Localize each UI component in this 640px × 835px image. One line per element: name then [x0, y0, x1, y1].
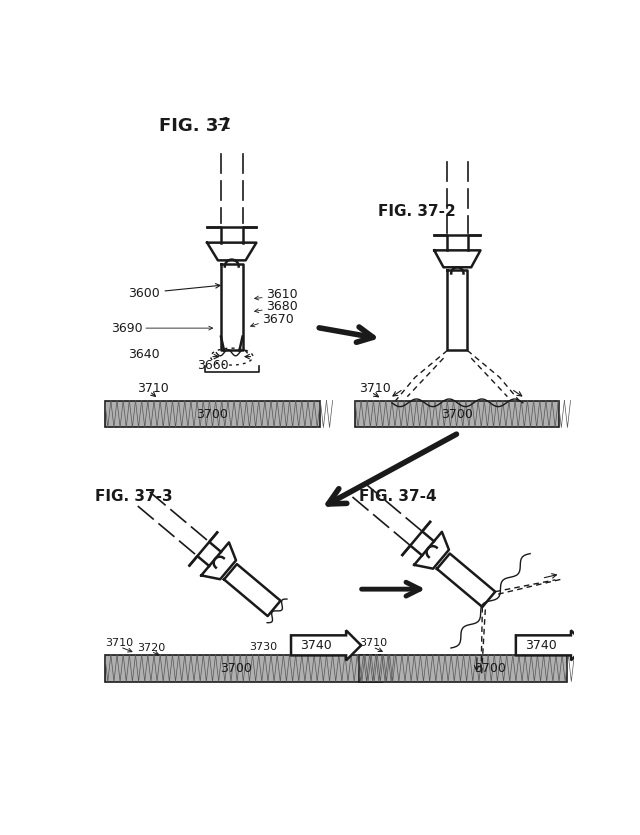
- Text: FIG. 37-3: FIG. 37-3: [95, 489, 173, 504]
- Bar: [359, 655, 566, 681]
- Text: FIG. 37-2: FIG. 37-2: [378, 204, 456, 219]
- Text: 3730: 3730: [250, 642, 278, 652]
- Text: 3680: 3680: [266, 300, 298, 313]
- FancyBboxPatch shape: [516, 630, 586, 660]
- Bar: [355, 401, 559, 428]
- Text: 3610: 3610: [266, 288, 298, 301]
- Text: 3600: 3600: [128, 284, 220, 300]
- Text: FIG. 37-4: FIG. 37-4: [359, 489, 436, 504]
- Text: 3740: 3740: [300, 639, 332, 652]
- Text: 3710: 3710: [359, 382, 390, 395]
- Text: 3710: 3710: [137, 382, 169, 395]
- Text: -1: -1: [216, 117, 232, 132]
- Text: 3700: 3700: [474, 662, 506, 675]
- Text: 3710: 3710: [105, 638, 133, 648]
- Text: 3690: 3690: [111, 321, 143, 335]
- Text: 3700: 3700: [196, 407, 228, 421]
- Text: 3700: 3700: [442, 407, 474, 421]
- FancyBboxPatch shape: [291, 630, 361, 660]
- Text: 3640: 3640: [128, 348, 159, 361]
- Text: 3710: 3710: [359, 638, 387, 648]
- Text: FIG. 37: FIG. 37: [159, 117, 230, 135]
- Bar: [105, 655, 382, 681]
- Text: 3700: 3700: [220, 662, 252, 675]
- Bar: [105, 401, 320, 428]
- Text: 3670: 3670: [262, 313, 294, 326]
- Text: 3720: 3720: [137, 644, 165, 654]
- Text: 3740: 3740: [525, 639, 557, 652]
- Text: 3660: 3660: [196, 359, 228, 372]
